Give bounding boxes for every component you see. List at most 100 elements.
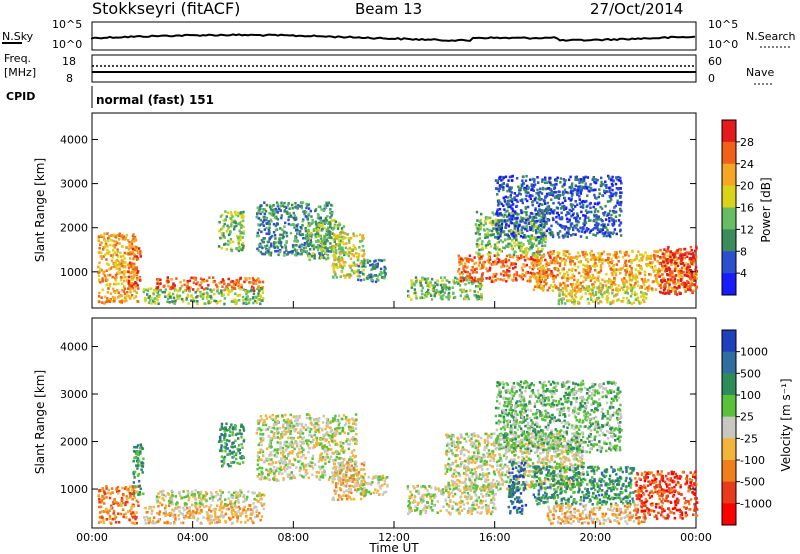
data-cell (594, 218, 598, 221)
data-cell (519, 193, 522, 196)
data-cell (689, 259, 692, 263)
data-cell (152, 521, 155, 525)
data-cell (575, 257, 579, 260)
data-cell (555, 194, 558, 198)
data-cell (596, 231, 599, 235)
data-cell (259, 205, 262, 209)
data-cell (481, 277, 485, 280)
data-cell (529, 240, 532, 243)
data-cell (225, 508, 228, 511)
data-cell (133, 235, 137, 239)
data-cell (132, 514, 135, 517)
data-cell (138, 484, 141, 488)
data-cell (349, 265, 352, 268)
data-cell (263, 237, 266, 240)
data-cell (586, 260, 590, 264)
data-cell (220, 232, 223, 235)
data-cell (437, 290, 440, 294)
data-cell (471, 282, 474, 286)
data-cell (259, 250, 262, 254)
data-cell (327, 257, 330, 260)
data-cell (572, 226, 575, 230)
data-cell (338, 221, 341, 225)
data-cell (122, 513, 126, 517)
data-cell (499, 219, 503, 222)
data-cell (229, 238, 233, 241)
data-cell (583, 275, 586, 279)
data-cell (174, 506, 177, 510)
data-cell (242, 299, 245, 302)
data-cell (520, 255, 523, 258)
data-cell (342, 225, 346, 228)
data-cell (101, 288, 104, 292)
data-cell (300, 244, 303, 248)
data-cell (579, 226, 582, 230)
data-cell (249, 504, 252, 507)
data-cell (566, 299, 569, 302)
data-cell (649, 273, 652, 276)
data-cell (570, 257, 573, 260)
data-cell (127, 266, 131, 270)
data-cell (326, 254, 329, 257)
data-cell (343, 264, 346, 267)
data-cell (245, 278, 248, 282)
data-cell (533, 225, 536, 229)
data-cell (557, 214, 560, 217)
data-cell (410, 298, 413, 301)
data-cell (126, 239, 130, 242)
data-cell (220, 510, 224, 514)
data-cell (504, 245, 508, 248)
data-cell (600, 207, 604, 210)
data-cell (264, 209, 268, 213)
data-cell (278, 238, 281, 241)
data-cell (609, 300, 612, 304)
data-cell (536, 260, 539, 264)
data-cell (561, 201, 564, 205)
data-cell (572, 274, 576, 278)
data-cell (173, 522, 176, 525)
data-cell (421, 276, 424, 280)
data-cell (97, 265, 100, 269)
data-cell (482, 223, 485, 227)
data-cell (155, 295, 159, 298)
data-cell (134, 266, 137, 270)
data-cell (674, 292, 677, 296)
data-cell (131, 234, 135, 238)
data-cell (122, 515, 125, 519)
data-cell (355, 234, 358, 238)
data-cell (499, 272, 503, 276)
data-cell (458, 256, 462, 259)
data-cell (498, 176, 501, 180)
data-cell (230, 247, 233, 251)
data-cell (584, 250, 587, 254)
data-cell (131, 266, 134, 270)
data-cell (424, 278, 427, 281)
data-cell (337, 239, 341, 242)
data-cell (341, 231, 344, 234)
data-cell (129, 509, 132, 512)
data-cell (111, 295, 115, 299)
data-cell (306, 239, 309, 242)
data-cell (292, 216, 296, 220)
data-cell (654, 265, 657, 268)
data-cell (206, 297, 209, 300)
data-cell (586, 265, 589, 269)
data-cell (559, 177, 563, 180)
data-cell (694, 255, 698, 258)
data-cell (330, 236, 333, 240)
data-cell (158, 510, 162, 513)
data-cell (634, 282, 637, 285)
data-cell (177, 514, 180, 517)
data-cell (687, 252, 690, 255)
data-cell (279, 241, 282, 244)
data-cell (336, 227, 340, 230)
data-cell (294, 226, 297, 229)
data-cell (251, 509, 254, 512)
data-cell (465, 278, 468, 282)
data-cell (606, 286, 609, 290)
data-cell (512, 234, 515, 238)
data-cell (134, 452, 138, 456)
data-cell (674, 260, 677, 263)
data-cell (592, 233, 595, 236)
data-cell (473, 290, 476, 293)
